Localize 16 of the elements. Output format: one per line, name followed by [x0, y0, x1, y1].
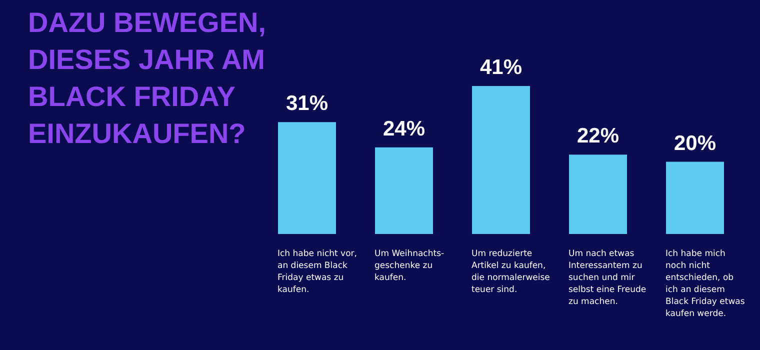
bar [569, 154, 627, 234]
data-label: 41% [480, 56, 522, 79]
bar [278, 122, 336, 234]
bar [666, 162, 724, 234]
bar [472, 86, 530, 234]
data-label: 20% [674, 132, 716, 155]
x-tick-label: Um Weihnachts- geschenke zu kaufen. [374, 249, 444, 283]
data-label: 22% [576, 124, 620, 148]
x-tick-label: Ich habe nicht vor, an diesem Black Friday etwas zu kaufen. [278, 249, 357, 295]
x-tick-label: Um nach etwas Interessantem zu suchen und mir selbst eine Freude zu machen. [568, 249, 646, 307]
bar [375, 147, 433, 234]
x-tick-label: Ich habe mich noch nicht entschieden, ob ich an diesem Black Friday etwas kaufen werde. [666, 249, 746, 319]
data-label: 24% [382, 117, 426, 140]
chart-title: DAZU BEWEGEN, DIESES JAHR AM BLACK FRIDAY EINZUKAUFEN? [28, 6, 267, 151]
x-tick-label: Um reduzierte Artikel zu kaufen, die normalerweise teuer sind. [472, 249, 550, 295]
data-label: 31% [286, 92, 328, 116]
